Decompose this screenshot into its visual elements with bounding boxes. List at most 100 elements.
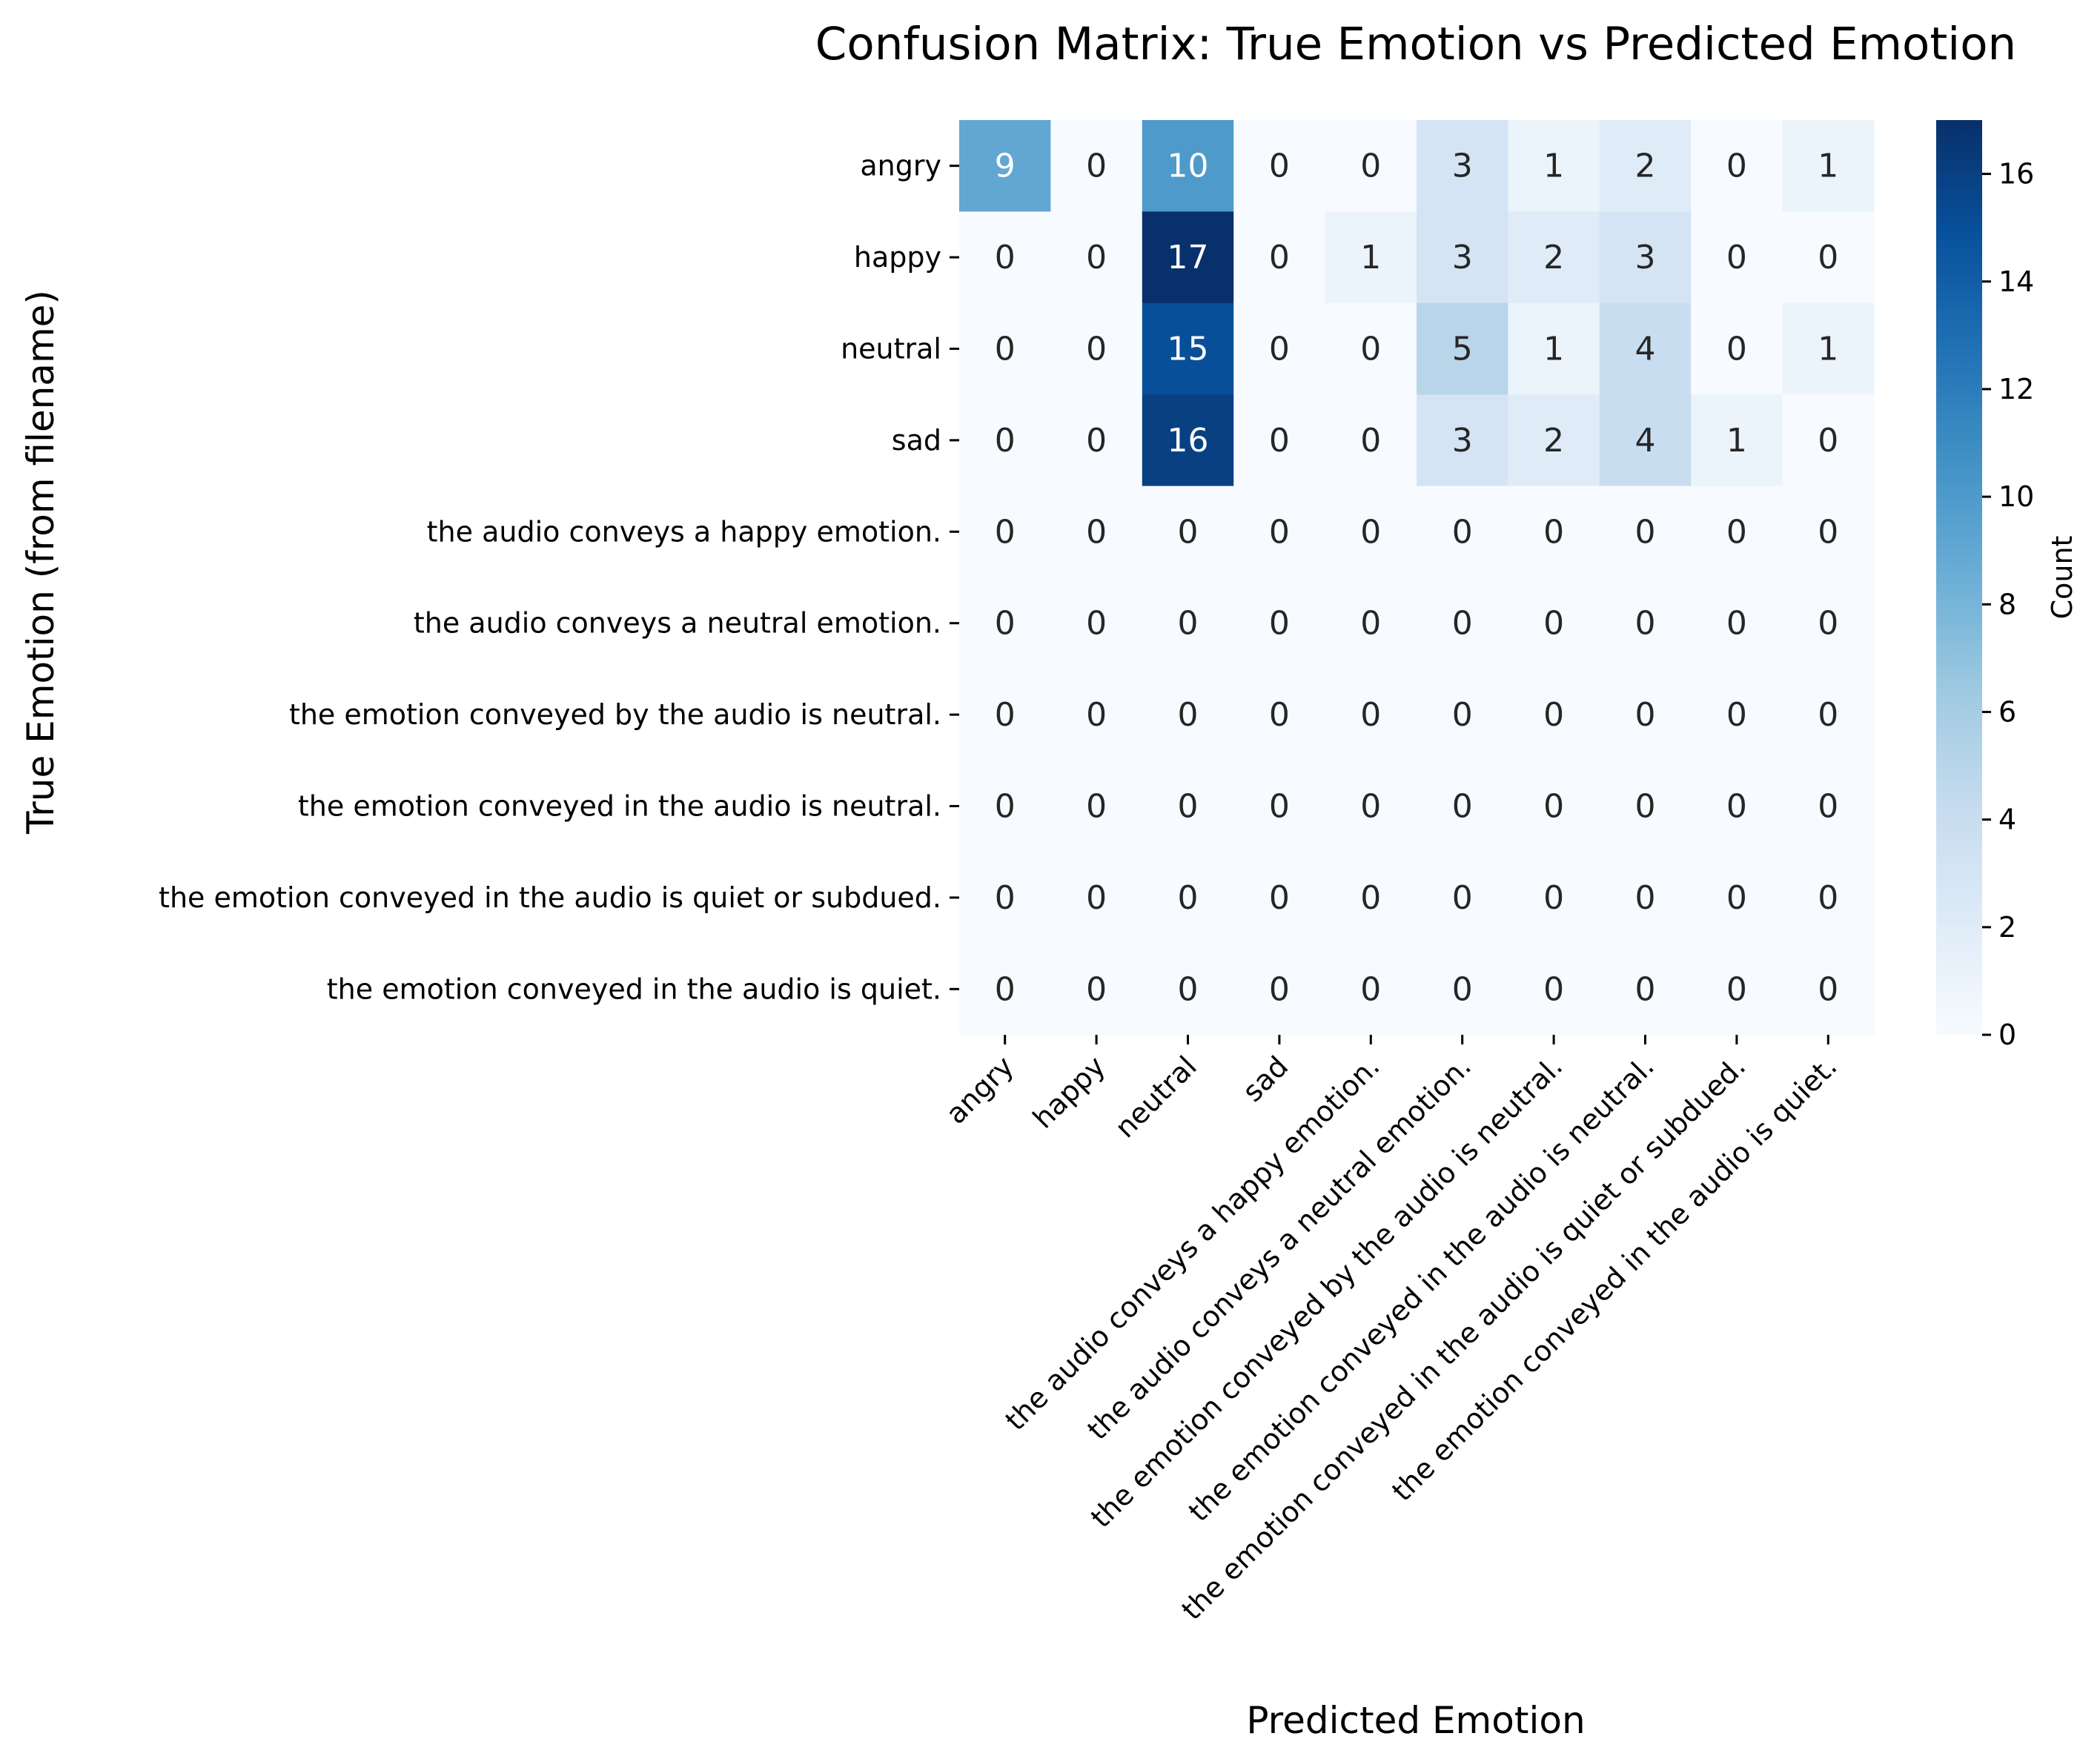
cell-value-label: 17 — [1167, 239, 1209, 276]
heatmap-cell — [1417, 852, 1508, 944]
cell-value-label: 2 — [1635, 148, 1656, 185]
heatmap-cell — [1508, 394, 1600, 487]
heatmap-cell — [1599, 852, 1692, 944]
colorbar-gradient — [1936, 120, 1982, 1035]
heatmap-cell — [959, 120, 1051, 212]
cell-value-label: 0 — [1360, 696, 1381, 734]
heatmap-cell — [1142, 852, 1234, 944]
heatmap-cell — [1233, 943, 1326, 1036]
heatmap-cell — [1142, 943, 1234, 1036]
heatmap-cell — [1508, 852, 1600, 944]
cell-value-label: 0 — [1360, 788, 1381, 826]
cell-value-label: 0 — [995, 239, 1016, 276]
heatmap-cell — [1233, 394, 1326, 487]
cell-value-label: 0 — [1178, 513, 1199, 551]
cell-value-label: 0 — [1635, 970, 1656, 1008]
heatmap-cell — [1050, 120, 1143, 212]
colorbar-label: Count — [2046, 536, 2079, 620]
heatmap-cell — [1599, 120, 1692, 212]
cell-value-label: 0 — [1543, 605, 1564, 643]
heatmap-cell — [1325, 669, 1417, 761]
cell-value-label: 0 — [1452, 513, 1473, 551]
heatmap-cell — [1417, 120, 1508, 212]
heatmap-cell — [959, 669, 1051, 761]
heatmap-cell — [959, 852, 1051, 944]
cell-value-label: 1 — [1818, 331, 1838, 368]
heatmap-cell — [1782, 302, 1875, 395]
heatmap-cell — [1599, 211, 1692, 304]
heatmap-cell — [1050, 486, 1143, 578]
cell-value-label: 0 — [1086, 239, 1107, 276]
cell-value-label: 0 — [995, 605, 1016, 643]
colorbar-tick-label: 12 — [1998, 373, 2034, 405]
colorbar-tick-label: 8 — [1998, 588, 2016, 620]
cell-value-label: 0 — [1452, 970, 1473, 1008]
heatmap-cell — [1417, 211, 1508, 304]
cell-value-label: 0 — [995, 513, 1016, 551]
heatmap-cell — [1782, 577, 1875, 669]
cell-value-label: 9 — [995, 148, 1016, 185]
y-tick-label: angry — [860, 150, 941, 182]
cell-value-label: 15 — [1167, 331, 1209, 368]
cell-value-label: 0 — [1086, 513, 1107, 551]
cell-value-label: 1 — [1543, 148, 1564, 185]
colorbar-tick-label: 2 — [1998, 911, 2016, 944]
heatmap-cell — [1508, 302, 1600, 395]
heatmap-cell — [1050, 852, 1143, 944]
cell-value-label: 0 — [1086, 331, 1107, 368]
cell-value-label: 0 — [1543, 970, 1564, 1008]
heatmap-cell — [1325, 211, 1417, 304]
colorbar-tick-label: 16 — [1998, 158, 2034, 191]
heatmap-cell — [1142, 211, 1234, 304]
heatmap-cell — [1691, 852, 1783, 944]
cell-value-label: 0 — [1818, 605, 1838, 643]
heatmap-cell — [1050, 394, 1143, 487]
heatmap-cell — [1325, 120, 1417, 212]
cell-value-label: 5 — [1452, 331, 1473, 368]
cell-value-label: 0 — [1635, 696, 1656, 734]
cell-value-label: 10 — [1167, 148, 1209, 185]
cell-value-label: 0 — [1818, 696, 1838, 734]
heatmap-cell — [1142, 486, 1234, 578]
cell-value-label: 0 — [995, 879, 1016, 917]
heatmap-cell — [1508, 943, 1600, 1036]
cell-value-label: 4 — [1635, 331, 1656, 368]
cell-value-label: 0 — [1360, 422, 1381, 460]
heatmap-cell — [1233, 211, 1326, 304]
cell-value-label: 0 — [1269, 148, 1290, 185]
y-tick-label: sad — [892, 424, 941, 457]
cell-value-label: 0 — [1360, 513, 1381, 551]
heatmap-cell — [1050, 211, 1143, 304]
heatmap-cell — [1050, 302, 1143, 395]
y-tick-label: the emotion conveyed in the audio is qui… — [327, 973, 941, 1005]
cell-value-label: 0 — [1818, 970, 1838, 1008]
cell-value-label: 0 — [1726, 239, 1747, 276]
y-tick-label: neutral — [841, 333, 941, 365]
cell-value-label: 0 — [1178, 970, 1199, 1008]
colorbar: 0 2 4 6 8 10 12 14 16 Count — [1936, 120, 2079, 1051]
heatmap-cell — [959, 577, 1051, 669]
cell-value-label: 0 — [995, 331, 1016, 368]
heatmap-cell — [1050, 577, 1143, 669]
heatmap-cell — [1142, 394, 1234, 487]
cell-value-label: 0 — [1269, 696, 1290, 734]
cell-value-label: 0 — [1269, 239, 1290, 276]
x-tick-label: neutral — [1109, 1050, 1203, 1144]
heatmap-cell — [1508, 577, 1600, 669]
heatmap-cell — [1233, 302, 1326, 395]
heatmap-cell — [1782, 120, 1875, 212]
heatmap-cell — [1050, 943, 1143, 1036]
y-tick-label: the audio conveys a happy emotion. — [427, 515, 941, 548]
cell-value-label: 3 — [1452, 148, 1473, 185]
cell-value-label: 0 — [1086, 696, 1107, 734]
heatmap-cell — [1417, 486, 1508, 578]
heatmap-cell — [1325, 577, 1417, 669]
cell-value-label: 3 — [1635, 239, 1656, 276]
cell-value-label: 0 — [1360, 148, 1381, 185]
cell-value-label: 0 — [1726, 788, 1747, 826]
cell-value-label: 0 — [1726, 605, 1747, 643]
heatmap-cell — [1417, 302, 1508, 395]
heatmap-cell — [1691, 760, 1783, 852]
cell-value-label: 2 — [1543, 239, 1564, 276]
heatmap-cell — [1691, 486, 1783, 578]
